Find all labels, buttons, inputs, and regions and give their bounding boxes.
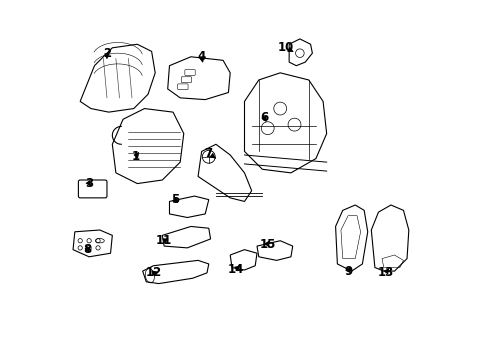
Text: 5: 5	[170, 193, 179, 206]
Text: 11: 11	[156, 234, 172, 247]
Text: 12: 12	[145, 266, 161, 279]
Text: 15: 15	[259, 238, 275, 251]
Text: 13: 13	[377, 266, 393, 279]
Text: 8: 8	[83, 243, 91, 256]
Text: 3: 3	[85, 177, 93, 190]
Text: 4: 4	[197, 50, 205, 63]
Text: 14: 14	[227, 263, 243, 276]
Text: 6: 6	[260, 111, 268, 124]
Text: 2: 2	[102, 47, 111, 60]
Text: 9: 9	[343, 265, 351, 278]
Text: 7: 7	[204, 147, 215, 160]
Text: 1: 1	[131, 150, 140, 163]
Text: 10: 10	[277, 41, 293, 54]
